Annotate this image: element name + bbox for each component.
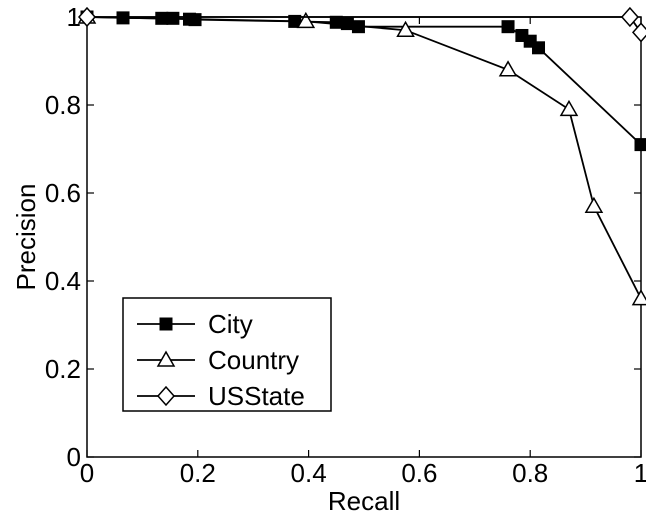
data-point-city bbox=[532, 41, 546, 55]
data-point-city bbox=[329, 15, 343, 29]
y-tick-label: 0.2 bbox=[45, 354, 81, 384]
series-usstate bbox=[77, 6, 646, 43]
x-tick-label: 0 bbox=[80, 458, 94, 488]
y-tick-label: 1 bbox=[67, 2, 81, 32]
legend-entry-country: Country bbox=[137, 345, 299, 375]
data-point-usstate bbox=[77, 6, 97, 28]
legend-entry-city: City bbox=[137, 309, 253, 339]
legend-marker-usstate bbox=[156, 385, 176, 407]
data-point-city bbox=[634, 138, 646, 152]
y-tick-label: 0 bbox=[67, 442, 81, 472]
legend-entry-usstate: USState bbox=[137, 381, 305, 411]
legend-label-usstate: USState bbox=[208, 381, 305, 411]
x-tick-label: 0.2 bbox=[180, 458, 216, 488]
y-tick-label: 0.6 bbox=[45, 178, 81, 208]
series-city bbox=[80, 10, 646, 152]
legend-label-city: City bbox=[208, 309, 253, 339]
data-point-usstate bbox=[631, 22, 646, 43]
legend: City Country USState bbox=[122, 297, 332, 412]
legend-label-country: Country bbox=[208, 345, 299, 375]
data-point-city bbox=[340, 17, 354, 31]
y-axis-label: Precision bbox=[11, 184, 41, 291]
legend-box bbox=[122, 297, 332, 412]
y-tick-label: 0.4 bbox=[45, 266, 81, 296]
data-point-country bbox=[296, 11, 316, 29]
x-tick-label: 0.4 bbox=[291, 458, 327, 488]
series-line-city bbox=[86, 16, 642, 146]
x-tick-label: 0.6 bbox=[401, 458, 437, 488]
legend-marker-city bbox=[159, 317, 173, 331]
y-tick-label: 0.8 bbox=[45, 90, 81, 120]
series-line-country bbox=[86, 16, 642, 300]
legend-marker-country bbox=[156, 350, 176, 367]
data-point-country bbox=[498, 60, 518, 77]
data-point-country bbox=[396, 20, 415, 37]
data-point-country bbox=[584, 196, 604, 213]
x-tick-label: 1 bbox=[634, 458, 646, 488]
axis-ticks: 0 0.2 0.4 0.6 0.8 1 0 0.2 0.4 0.6 0.8 1 bbox=[45, 2, 646, 488]
series-layer bbox=[77, 6, 646, 306]
data-point-country bbox=[631, 289, 646, 306]
data-point-usstate bbox=[620, 6, 639, 28]
x-axis-label: Recall bbox=[328, 486, 400, 516]
data-point-city bbox=[501, 20, 515, 34]
series-country bbox=[77, 7, 646, 306]
x-tick-label: 0.8 bbox=[512, 458, 548, 488]
data-point-country bbox=[559, 99, 579, 117]
